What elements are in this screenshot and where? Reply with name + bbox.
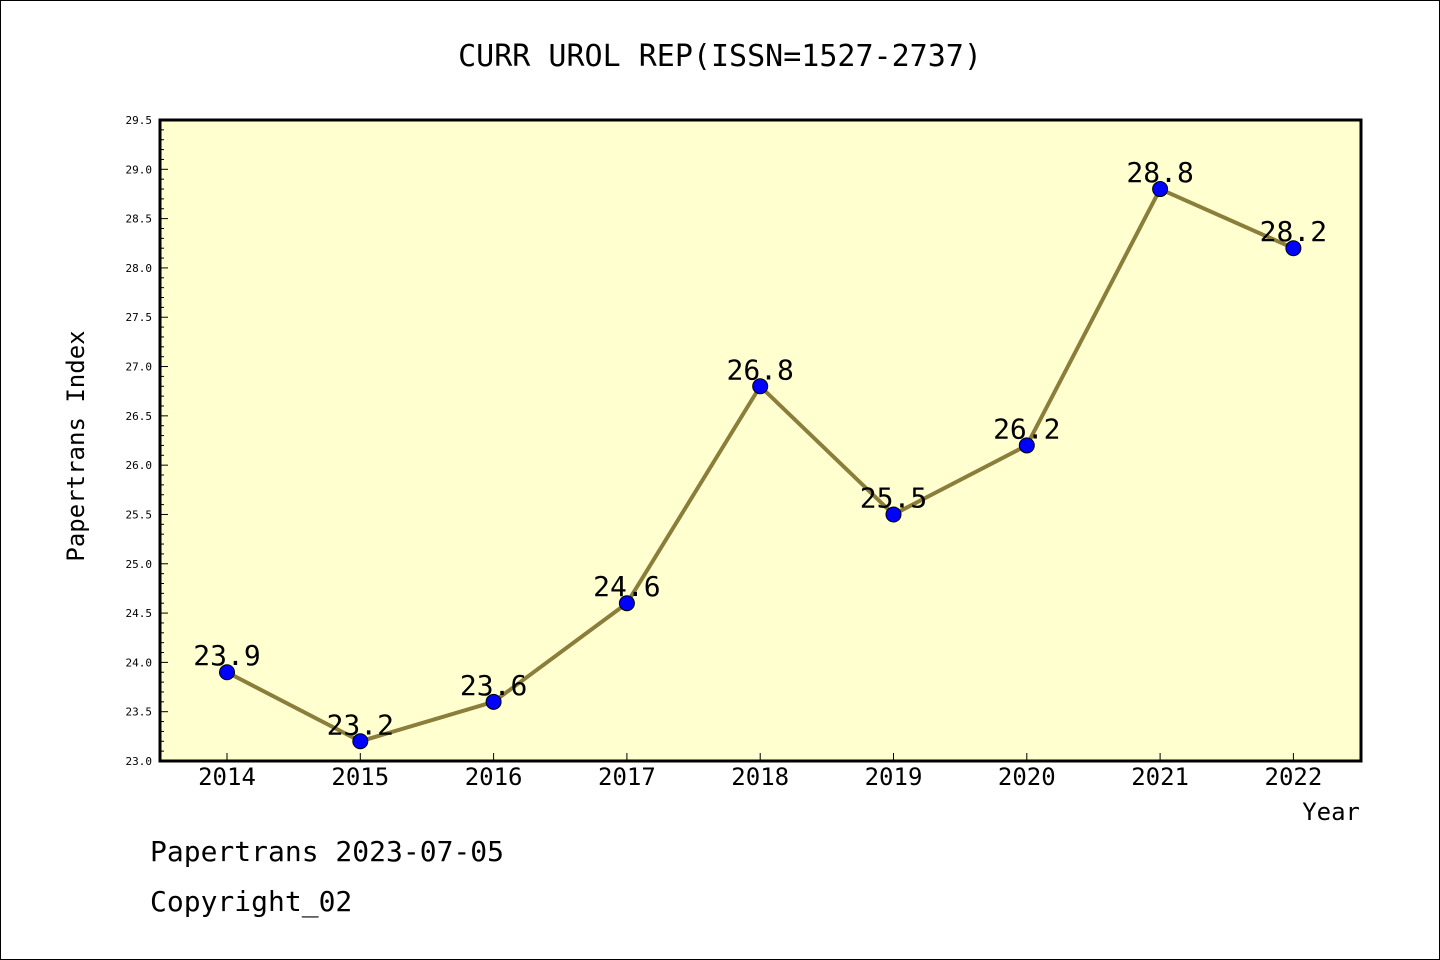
y-tick-label: 27.0 (126, 361, 153, 374)
data-point (885, 506, 902, 523)
data-point (485, 693, 502, 710)
data-label: 23.6 (460, 669, 527, 702)
data-label: 26.2 (993, 412, 1060, 445)
x-axis-label: Year (1302, 798, 1360, 826)
data-point (352, 733, 369, 750)
data-point (1285, 240, 1302, 257)
y-tick-label: 23.5 (126, 706, 153, 719)
data-point (1152, 181, 1169, 198)
data-label: 26.8 (726, 353, 793, 386)
y-axis-label: Papertrans Index (62, 330, 90, 561)
y-tick-label: 23.0 (126, 755, 153, 768)
data-point (618, 595, 635, 612)
x-tick-label: 2022 (1265, 763, 1323, 791)
x-tick-label: 2020 (998, 763, 1056, 791)
y-axis: 23.0 23.5 24.0 24.5 25.0 25.5 26.0 26.5 27.0 27.5… (126, 114, 168, 768)
y-tick-label: 28.5 (126, 213, 153, 226)
data-point (752, 378, 769, 395)
y-tick-label: 26.5 (126, 410, 153, 423)
y-tick-label: 28.0 (126, 262, 153, 275)
data-point (219, 664, 235, 681)
data-label: 23.9 (193, 639, 260, 672)
plot-area (158, 118, 1363, 763)
footer-copyright: Copyright_02 (150, 885, 353, 918)
y-tick-label: 24.5 (126, 607, 153, 620)
footer-date: Papertrans 2023-07-05 (150, 835, 505, 868)
x-tick-label: 2018 (731, 763, 789, 791)
x-axis: 2014 2015 2016 2017 2018 2019 2020 2021 2022 (198, 753, 1322, 791)
x-tick-label: 2014 (198, 763, 256, 791)
chart-title: CURR UROL REP(ISSN=1527-2737) (458, 39, 982, 74)
data-label: 24.6 (593, 570, 660, 603)
x-tick-label: 2015 (331, 763, 389, 791)
x-tick-label: 2016 (465, 763, 523, 791)
y-tick-label: 29.5 (126, 114, 153, 127)
y-tick-label: 29.0 (126, 163, 153, 176)
x-tick-label: 2021 (1131, 763, 1189, 791)
data-point (1018, 437, 1035, 454)
y-tick-label: 24.0 (126, 656, 153, 669)
y-tick-label: 25.5 (126, 508, 153, 521)
y-tick-label: 26.0 (126, 459, 153, 472)
data-label: 25.5 (860, 481, 927, 514)
data-label: 28.2 (1260, 215, 1327, 248)
data-label: 28.8 (1126, 156, 1193, 189)
data-label: 23.2 (327, 708, 394, 741)
x-tick-label: 2017 (598, 763, 656, 791)
y-tick-label: 27.5 (126, 311, 153, 324)
series-group: 23.9 23.2 23.6 24.6 26.8 25.5 26.2 28.8 28.2 (193, 156, 1327, 750)
y-tick-label: 25.0 (126, 558, 153, 571)
x-tick-label: 2019 (865, 763, 923, 791)
